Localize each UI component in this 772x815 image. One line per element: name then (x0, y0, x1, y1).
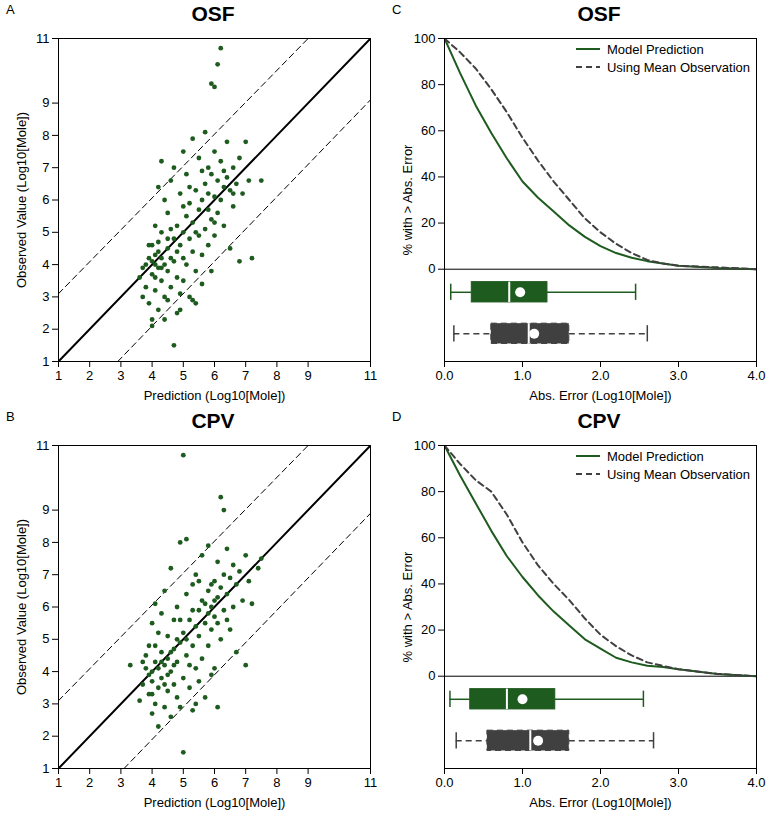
svg-text:Prediction (Log10[Mole]): Prediction (Log10[Mole]) (144, 795, 286, 810)
svg-text:6: 6 (42, 599, 49, 614)
html-text:B: B (6, 409, 15, 424)
svg-text:9: 9 (42, 502, 49, 517)
svg-text:8: 8 (42, 128, 49, 143)
html-text:CPV: CPV (577, 409, 621, 432)
svg-text:3.0: 3.0 (669, 368, 687, 383)
svg-text:5: 5 (42, 631, 49, 646)
svg-text:0: 0 (428, 668, 435, 683)
svg-text:Observed Value (Log10[Mole]): Observed Value (Log10[Mole]) (14, 519, 29, 695)
svg-text:% with > Abs. Error: % with > Abs. Error (400, 144, 415, 256)
svg-text:6: 6 (211, 775, 218, 790)
svg-text:2.0: 2.0 (591, 775, 609, 790)
html-text:Model Prediction: Model Prediction (606, 448, 704, 464)
svg-text:100: 100 (414, 438, 436, 453)
svg-text:8: 8 (273, 775, 280, 790)
html-text:OSF: OSF (191, 2, 235, 25)
svg-text:Abs. Error (Log10[Mole]): Abs. Error (Log10[Mole]) (529, 388, 671, 403)
svg-text:7: 7 (42, 567, 49, 582)
html-text:Model Prediction: Model Prediction (606, 41, 704, 57)
svg-text:9: 9 (304, 775, 311, 790)
svg-text:4.0: 4.0 (747, 368, 765, 383)
svg-text:3: 3 (117, 775, 124, 790)
svg-text:8: 8 (42, 535, 49, 550)
svg-text:1: 1 (55, 368, 62, 383)
svg-text:% with > Abs. Error: % with > Abs. Error (400, 551, 415, 663)
svg-text:7: 7 (242, 368, 249, 383)
svg-text:3.0: 3.0 (669, 775, 687, 790)
svg-text:40: 40 (421, 576, 435, 591)
svg-text:6: 6 (211, 368, 218, 383)
html-text:A: A (6, 2, 15, 17)
svg-text:4: 4 (42, 257, 49, 272)
svg-text:4.0: 4.0 (747, 775, 765, 790)
svg-text:5: 5 (180, 775, 187, 790)
svg-text:5: 5 (180, 368, 187, 383)
svg-text:4: 4 (42, 664, 49, 679)
svg-text:5: 5 (42, 224, 49, 239)
svg-text:2: 2 (86, 775, 93, 790)
svg-text:1: 1 (42, 761, 49, 776)
svg-text:Prediction (Log10[Mole]): Prediction (Log10[Mole]) (144, 388, 286, 403)
svg-text:2: 2 (86, 368, 93, 383)
svg-text:60: 60 (421, 123, 435, 138)
svg-text:3: 3 (42, 696, 49, 711)
html-text:CPV: CPV (191, 409, 235, 432)
svg-text:2: 2 (42, 728, 49, 743)
svg-text:11: 11 (364, 775, 378, 790)
svg-text:9: 9 (304, 368, 311, 383)
svg-text:3: 3 (42, 289, 49, 304)
svg-text:20: 20 (421, 215, 435, 230)
svg-text:2.0: 2.0 (591, 368, 609, 383)
svg-text:7: 7 (242, 775, 249, 790)
html-text:Using Mean Observation: Using Mean Observation (606, 466, 750, 482)
svg-text:3: 3 (117, 368, 124, 383)
svg-text:1.0: 1.0 (513, 775, 531, 790)
svg-text:Observed Value (Log10[Mole]): Observed Value (Log10[Mole]) (14, 112, 29, 288)
svg-text:80: 80 (421, 77, 435, 92)
svg-text:6: 6 (42, 192, 49, 207)
svg-text:4: 4 (148, 775, 155, 790)
svg-text:9: 9 (42, 95, 49, 110)
svg-text:8: 8 (273, 368, 280, 383)
svg-text:1: 1 (55, 775, 62, 790)
html-text:Using Mean Observation: Using Mean Observation (606, 59, 750, 75)
svg-text:80: 80 (421, 484, 435, 499)
svg-text:11: 11 (36, 438, 50, 453)
svg-text:7: 7 (42, 160, 49, 175)
svg-text:100: 100 (414, 31, 436, 46)
svg-text:0.0: 0.0 (435, 368, 453, 383)
svg-text:1.0: 1.0 (513, 368, 531, 383)
svg-text:1: 1 (42, 354, 49, 369)
svg-text:20: 20 (421, 622, 435, 637)
html-text:D: D (392, 409, 402, 424)
html-text:C: C (392, 2, 402, 17)
svg-text:40: 40 (421, 169, 435, 184)
svg-text:11: 11 (36, 31, 50, 46)
svg-text:Abs. Error (Log10[Mole]): Abs. Error (Log10[Mole]) (529, 795, 671, 810)
svg-text:4: 4 (148, 368, 155, 383)
svg-text:0.0: 0.0 (435, 775, 453, 790)
svg-text:2: 2 (42, 321, 49, 336)
svg-text:0: 0 (428, 261, 435, 276)
html-text:OSF: OSF (577, 2, 621, 25)
svg-text:11: 11 (364, 368, 378, 383)
svg-text:60: 60 (421, 530, 435, 545)
